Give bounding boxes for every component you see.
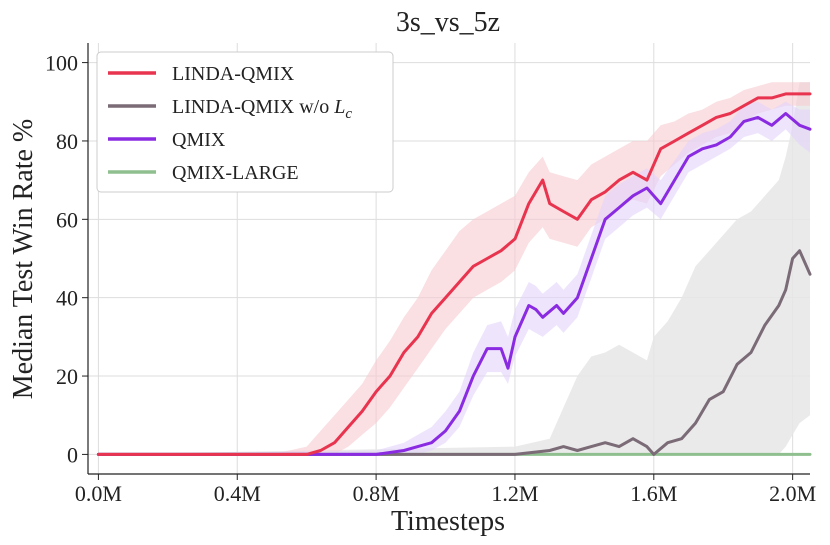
series-line-linda-qmix-w-o-l-c [96,249,812,456]
chart-title: 3s_vs_5z [396,7,500,38]
confidence-bands [98,82,810,455]
legend: LINDA-QMIX LINDA-QMIX w/o Lc QMIX QMIX-LARG… [96,51,394,193]
legend-box [96,51,394,193]
y-tick-label: 100 [45,51,78,76]
y-tick-label: 0 [67,442,78,467]
x-tick-label: 1.2M [491,481,538,506]
band-qmix [98,101,810,455]
band-linda-qmix-w-o-l-c [98,82,810,455]
y-tick-label: 20 [56,364,78,389]
legend-label: LINDA-QMIX [172,63,295,85]
x-axis-title: Timesteps [391,506,505,537]
x-tick-label: 0.8M [353,481,400,506]
series-line-qmix [96,112,812,456]
x-tick-label: 2.0M [769,481,816,506]
x-tick-label: 0.0M [75,481,122,506]
x-tick-label: 1.6M [630,481,677,506]
y-tick-label: 40 [56,286,78,311]
y-tick-label: 80 [56,129,78,154]
axes [82,43,810,480]
tick-labels: 0 20 40 60 80 100 0.0M 0.4M 0.8M 1.2M 1.6M 2.0M [45,51,816,506]
legend-label: LINDA-QMIX w/o Lc [172,96,352,122]
legend-label: QMIX [172,129,226,151]
series-lines [96,92,812,456]
band-linda-qmix [98,82,810,455]
y-tick-label: 60 [56,207,78,232]
x-tick-label: 0.4M [214,481,261,506]
legend-label: QMIX-LARGE [172,162,299,184]
series-line-linda-qmix [96,92,812,456]
y-axis-title: Median Test Win Rate % [8,119,39,400]
